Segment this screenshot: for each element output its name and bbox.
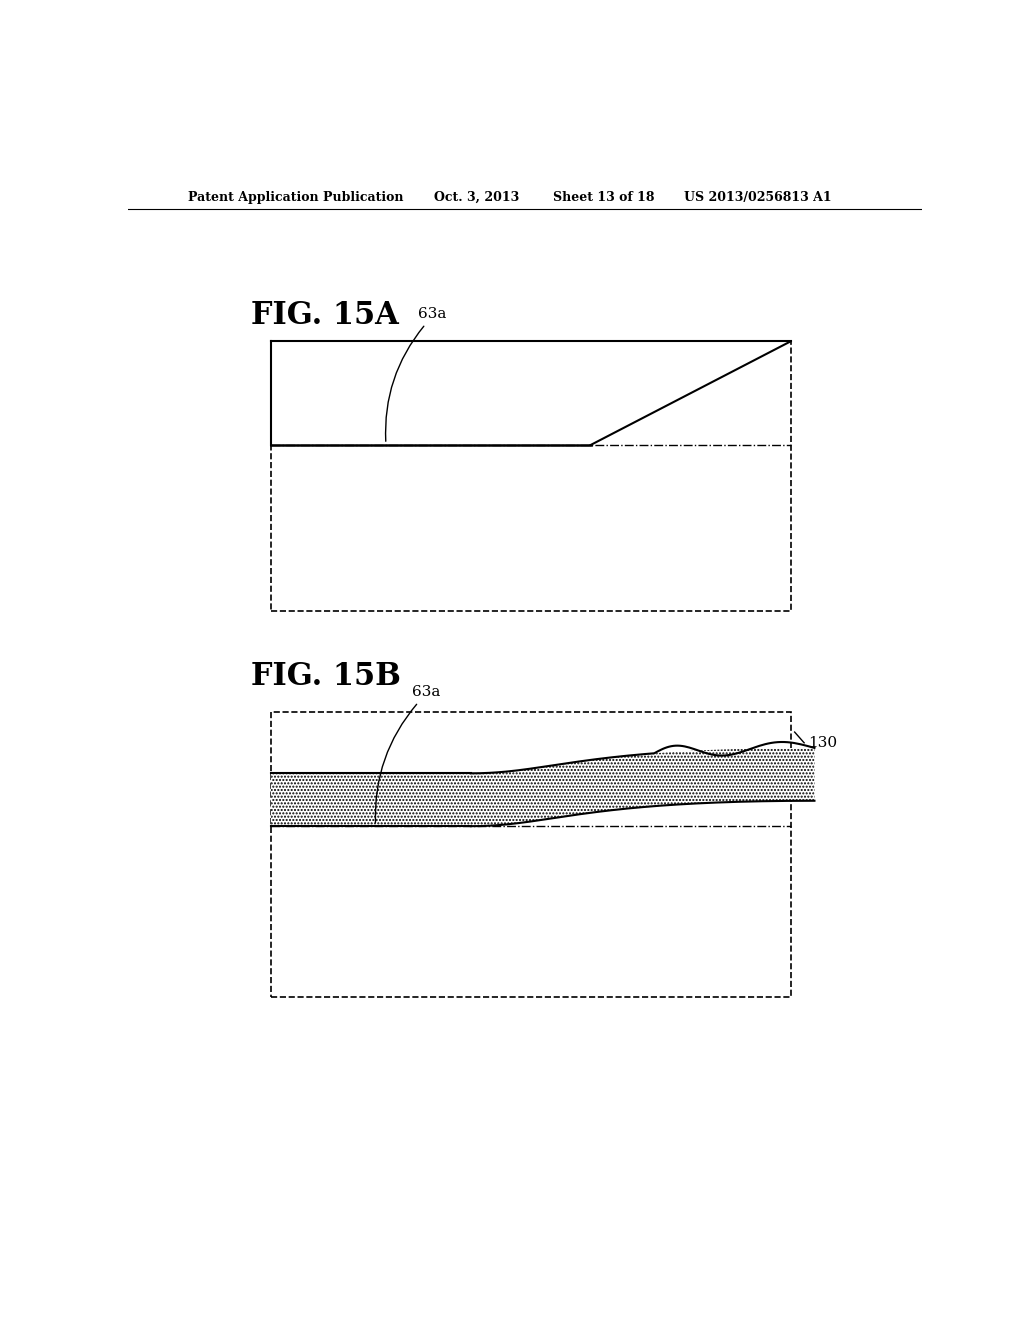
Text: Patent Application Publication: Patent Application Publication <box>187 190 403 203</box>
Text: Sheet 13 of 18: Sheet 13 of 18 <box>553 190 654 203</box>
Text: 63a: 63a <box>412 685 440 700</box>
Text: US 2013/0256813 A1: US 2013/0256813 A1 <box>684 190 831 203</box>
Text: FIG. 15A: FIG. 15A <box>251 301 398 331</box>
Polygon shape <box>270 748 814 826</box>
Bar <box>270 342 791 611</box>
Text: Oct. 3, 2013: Oct. 3, 2013 <box>433 190 519 203</box>
Text: 130: 130 <box>808 735 838 750</box>
Text: FIG. 15B: FIG. 15B <box>251 661 400 692</box>
Bar <box>270 713 791 997</box>
Text: 63a: 63a <box>418 308 446 321</box>
